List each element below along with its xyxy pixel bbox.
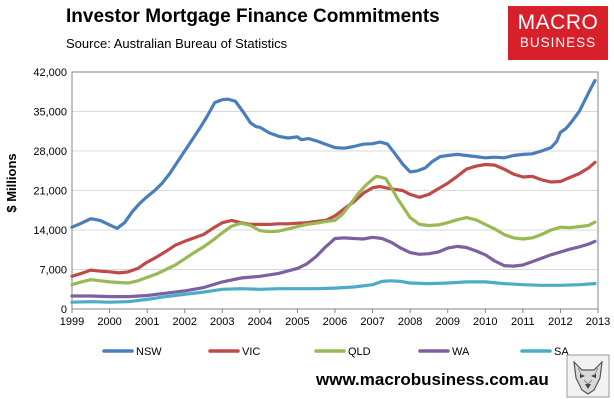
legend-label-nsw: NSW [136,346,162,358]
legend: NSW VIC QLD WA SA [102,346,569,358]
x-tick-label: 2008 [398,316,422,328]
website-url: www.macrobusiness.com.au [316,370,549,389]
x-tick-label: 2011 [511,316,535,328]
x-tick-label: 2000 [97,316,121,328]
x-tick-label: 2002 [172,316,196,328]
series-lines [70,78,597,304]
x-tick-label: 2009 [435,316,459,328]
x-tick-label: 2007 [360,316,384,328]
x-tick-label: 2001 [135,316,159,328]
y-tick-label: 0 [61,304,67,316]
legend-label-vic: VIC [242,346,260,358]
series-line-sa [70,279,597,304]
y-axis-ticks: 0 7,000 14,000 21,000 28,000 35,000 42,000 [33,67,67,316]
x-tick-label: 1999 [60,316,84,328]
macrobusiness-logo: MACRO BUSINESS [508,6,608,60]
x-tick-label: 2012 [548,316,572,328]
series-line-qld [70,174,597,287]
chart-subtitle: Source: Australian Bureau of Statistics [66,36,288,51]
legend-label-qld: QLD [348,346,371,358]
x-tick-label: 2010 [473,316,497,328]
x-tick-label: 2004 [248,316,272,328]
series-line-vic [70,160,597,278]
series-line-nsw [70,78,597,230]
legend-label-sa: SA [554,346,569,358]
y-axis-label: $ Millions [4,153,19,212]
legend-label-wa: WA [452,346,470,358]
x-tick-label: 2005 [285,316,309,328]
y-tick-label: 21,000 [33,186,67,198]
x-tick-label: 2013 [586,316,610,328]
y-tick-label: 14,000 [33,225,67,237]
x-tick-label: 2006 [323,316,347,328]
y-tick-label: 42,000 [33,67,67,79]
wolf-mascot-icon [566,354,610,398]
logo-line-1: MACRO [517,11,599,34]
series-line-wa [70,235,597,299]
x-tick-label: 2003 [210,316,234,328]
y-tick-label: 7,000 [39,265,67,277]
y-tick-label: 35,000 [33,107,67,119]
x-axis-ticks: 1999 2000 2001 2002 2003 2004 2005 2006 2007 2008… [60,309,610,328]
logo-line-2: BUSINESS [519,35,597,50]
y-tick-label: 28,000 [33,146,67,158]
chart-title: Investor Mortgage Finance Commitments [66,6,440,27]
